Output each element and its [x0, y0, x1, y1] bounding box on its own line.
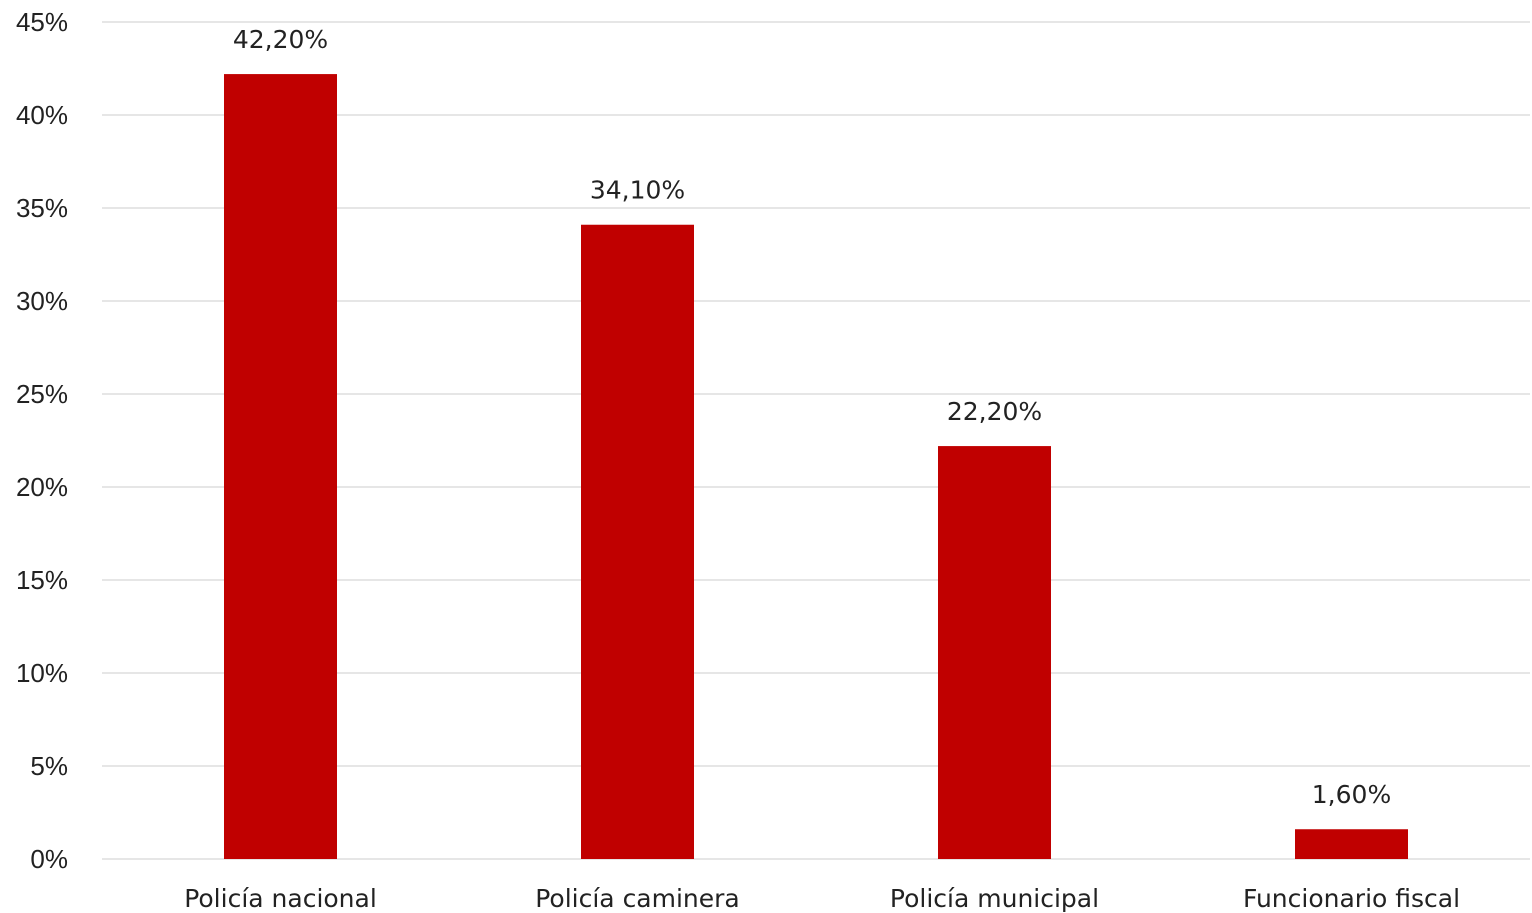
bar	[581, 225, 694, 859]
bar	[224, 74, 337, 859]
y-tick-label: 45%	[16, 7, 68, 37]
y-tick-label: 5%	[30, 751, 68, 781]
x-axis-tick-labels: Policía nacional Policía caminera Policía …	[184, 884, 1460, 913]
bars	[224, 74, 1408, 859]
y-tick-label: 15%	[16, 565, 68, 595]
y-tick-label: 35%	[16, 193, 68, 223]
y-tick-label: 20%	[16, 472, 68, 502]
data-label: 42,20%	[233, 25, 328, 54]
y-tick-label: 25%	[16, 379, 68, 409]
y-tick-label: 10%	[16, 658, 68, 688]
data-label: 22,20%	[947, 397, 1042, 426]
x-tick-label: Funcionario fiscal	[1243, 884, 1460, 913]
data-label: 34,10%	[590, 176, 685, 205]
data-labels: 42,20% 34,10% 22,20% 1,60%	[233, 25, 1391, 809]
y-tick-label: 30%	[16, 286, 68, 316]
y-tick-label: 40%	[16, 100, 68, 130]
x-tick-label: Policía caminera	[535, 884, 740, 913]
x-tick-label: Policía nacional	[184, 884, 377, 913]
y-tick-label: 0%	[30, 844, 68, 874]
bar	[1295, 829, 1408, 859]
y-axis-tick-labels: 0% 5% 10% 15% 20% 25% 30% 35% 40% 45%	[16, 7, 68, 874]
data-label: 1,60%	[1312, 780, 1391, 809]
bar	[938, 446, 1051, 859]
x-tick-label: Policía municipal	[890, 884, 1099, 913]
